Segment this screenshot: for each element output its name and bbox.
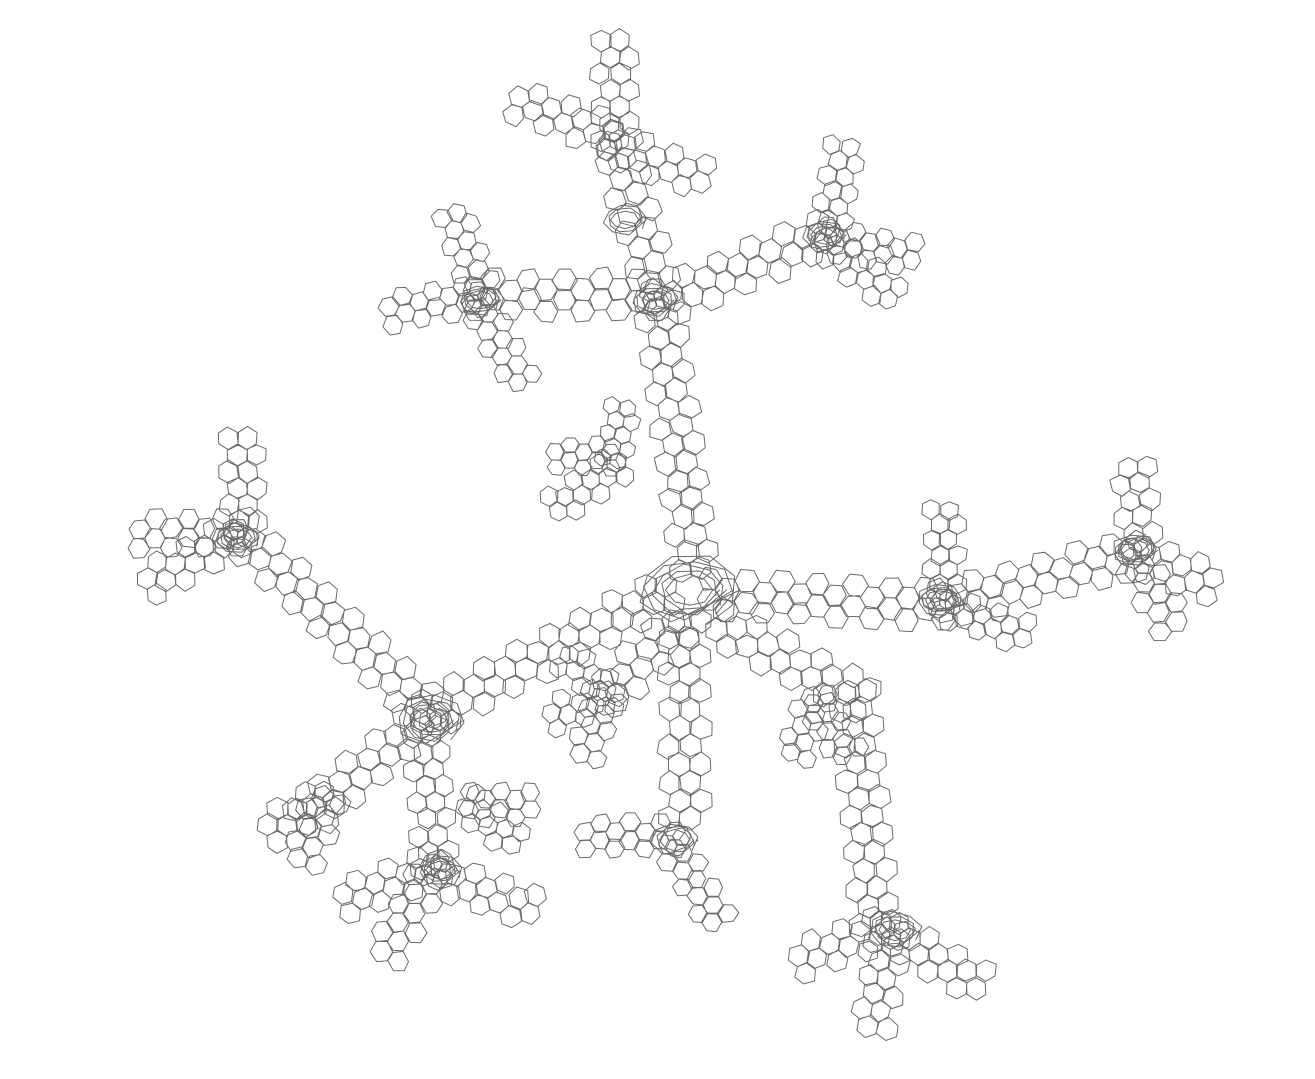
hexagonal-ribbon — [787, 906, 911, 985]
hexagonal-ribbon — [137, 518, 253, 606]
hexagonal-ribbon — [411, 572, 686, 735]
hexagonal-ribbon — [430, 203, 501, 313]
hexagonal-ribbon — [656, 608, 713, 831]
hexagonal-ribbon — [850, 916, 916, 1041]
hexagonal-ribbon — [591, 609, 700, 708]
junction-node — [602, 204, 647, 236]
hexagonal-ribbon — [594, 396, 642, 470]
hexagonal-ribbon — [425, 848, 547, 929]
hexagonal-ribbon — [656, 827, 740, 933]
junction-node — [215, 522, 260, 553]
hexagonal-ribbon — [539, 452, 635, 522]
hexagonal-ribbon — [545, 435, 621, 477]
branch-top — [377, 28, 926, 583]
hexagonal-ribbon — [806, 134, 865, 246]
hexagonal-ribbon — [1114, 535, 1188, 642]
hexagonal-ribbon — [369, 853, 461, 972]
hexagonal-ribbon — [926, 533, 1150, 627]
hexagonal-ribbon — [548, 645, 626, 716]
hexagonal-ribbon — [801, 684, 870, 766]
hexagonal-ribbon — [217, 425, 268, 551]
hexagonal-ribbon — [828, 677, 899, 938]
branch-right — [696, 455, 1225, 653]
hexagonal-ribbon — [461, 286, 543, 393]
hexagonal-ribbon — [594, 127, 681, 314]
hexagonal-ribbon — [880, 912, 997, 1001]
hexagonal-ribbon — [377, 276, 491, 336]
hexagonal-ribbon — [282, 701, 450, 836]
hexagonal-ribbon — [455, 783, 531, 855]
hexagonal-ribbon — [568, 687, 629, 770]
hexagonal-ribbon — [921, 499, 968, 611]
hexagonal-ribbon — [127, 508, 249, 559]
hexagonal-ribbon — [401, 707, 460, 881]
branch-left — [127, 425, 686, 972]
hexagonal-ribbon — [809, 218, 909, 310]
hexagonal-ribbon — [573, 812, 686, 859]
hexagonal-ribbon — [779, 685, 838, 769]
hexagonal-ribbon — [813, 216, 926, 276]
hexagonal-ribbon — [589, 28, 640, 153]
branch-lower-right — [705, 596, 997, 1041]
hexagonal-ribbon — [284, 785, 352, 876]
hexagonal-ribbon — [597, 119, 718, 198]
hexagonal-ribbon — [332, 846, 454, 924]
branch-lower-middle — [541, 608, 740, 933]
hexagonal-ribbon — [256, 780, 345, 854]
hexagonal-ribbon — [633, 289, 719, 583]
hexagonal-ribbon — [457, 781, 542, 829]
hexagonal-ribbon — [223, 506, 450, 740]
hexagonal-ribbon — [639, 208, 837, 326]
hexagonal-ribbon — [696, 566, 957, 633]
